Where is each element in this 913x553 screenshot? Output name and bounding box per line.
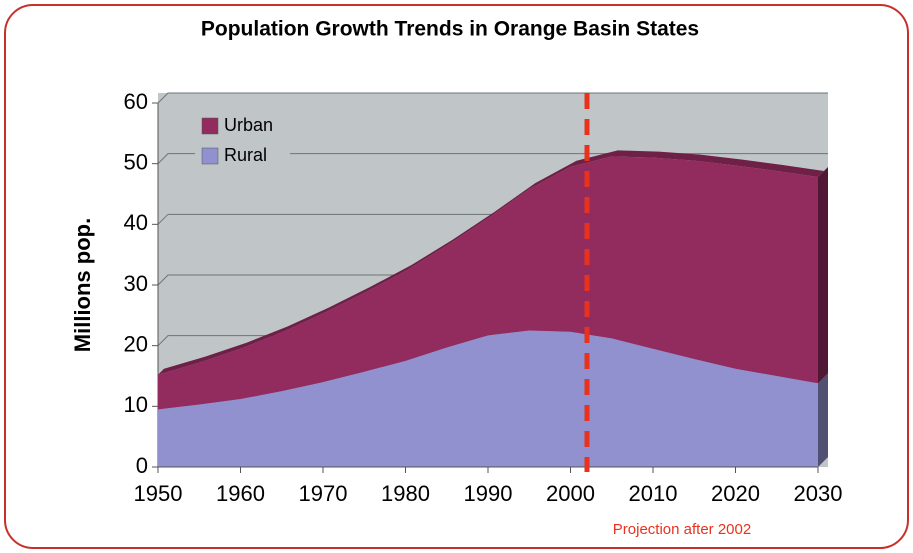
y-tick-label: 30 [124,271,148,296]
x-tick-label: 2010 [629,481,678,506]
x-tick-label: 1960 [216,481,265,506]
area-top [158,150,824,375]
y-tick-label: 10 [124,392,148,417]
legend-swatch [201,147,219,165]
legend-label: Rural [224,145,267,165]
x-tick-label: 2030 [794,481,843,506]
y-tick-label: 20 [124,331,148,356]
x-tick-label: 1970 [299,481,348,506]
y-tick-label: 40 [124,210,148,235]
area [158,330,818,467]
legend: Urban Rural [195,110,290,172]
legend-swatch [201,117,219,135]
y-tick-label: 50 [124,149,148,174]
chart-title: Population Growth Trends in Orange Basin… [201,18,699,41]
legend-label: Urban [224,115,273,135]
grid-line [157,92,828,104]
x-tick-label: 2000 [546,481,595,506]
area-side [818,373,828,467]
x-tick-label: 1980 [381,481,430,506]
area [158,156,818,410]
x-tick-label: 1990 [464,481,513,506]
y-tick-label: 0 [136,453,148,478]
annotation: Projection after 2002 [613,521,751,538]
x-tick-label: 1950 [134,481,183,506]
x-tick-label: 2020 [711,481,760,506]
y-axis-label: Millions pop. [70,218,95,352]
y-tick-label: 60 [124,89,148,114]
area-side [818,167,828,384]
